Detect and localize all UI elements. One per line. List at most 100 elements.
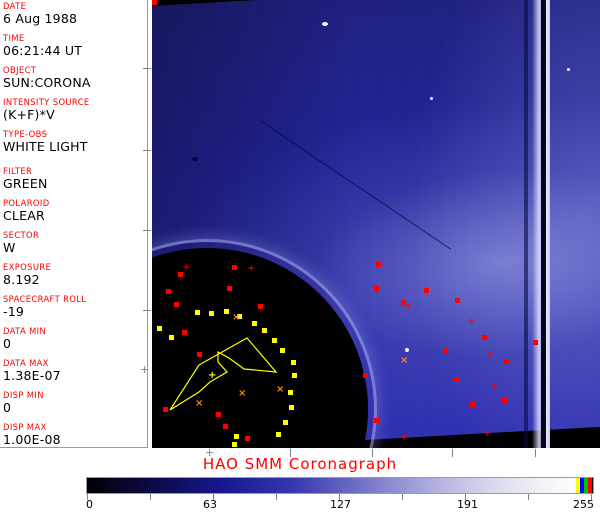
pylon-shadow — [541, 0, 546, 448]
field-value: (K+F)*V — [3, 107, 55, 122]
colorbar-label-63: 63 — [203, 498, 217, 511]
colorbar-labels: 0 63 127 191 255 — [0, 499, 600, 512]
marker-red — [245, 436, 250, 441]
field-value: W — [3, 240, 16, 255]
marker-red — [258, 304, 263, 309]
marker-yellow — [283, 420, 288, 425]
marker-cross: + — [182, 262, 191, 273]
marker-yellow — [157, 326, 162, 331]
marker-x: × — [276, 384, 285, 395]
colorbar[interactable] — [86, 477, 594, 494]
colorbar-label-191: 191 — [457, 498, 478, 511]
bright-point — [405, 348, 409, 352]
marker-red — [533, 340, 538, 345]
sidebar-divider — [147, 0, 148, 448]
red-mark — [588, 478, 592, 493]
marker-yellow — [252, 321, 257, 326]
colorbar-label-255: 255 — [573, 498, 594, 511]
marker-red — [443, 348, 448, 353]
colorbar-ticks — [86, 494, 594, 500]
marker-yellow — [291, 360, 296, 365]
field-label: FILTER — [3, 167, 33, 177]
metadata-sidebar: DATE 6 Aug 1988 TIME 06:21:44 UT OBJECT … — [0, 0, 152, 448]
field-disp-min: DISP MIN 0 — [3, 391, 151, 415]
marker-red — [363, 373, 368, 378]
marker-x: × — [400, 355, 409, 366]
field-spacecraft-roll: SPACECRAFT ROLL -19 — [3, 295, 151, 319]
marker-x: × — [195, 398, 204, 409]
colorbar-label-127: 127 — [330, 498, 351, 511]
sidebar-bottom-rule — [0, 447, 148, 448]
colorbar-tick — [150, 494, 151, 500]
colorbar-ramp — [87, 478, 576, 493]
axis-tick-bottom — [372, 449, 373, 457]
marker-yellow — [232, 442, 237, 447]
marker-red — [163, 407, 168, 412]
field-value: WHITE LIGHT — [3, 139, 88, 154]
field-type-obs: TYPE-OBS WHITE LIGHT — [3, 130, 151, 154]
marker-cross: + — [483, 428, 492, 439]
marker-x: × — [238, 388, 247, 399]
marker-red — [470, 402, 475, 407]
pylon-bright-edge — [546, 0, 550, 448]
field-exposure: EXPOSURE 8.192 — [3, 263, 151, 287]
marker-red — [232, 265, 237, 270]
field-label: SECTOR — [3, 231, 40, 241]
coronagraph-image-panel[interactable]: + — [152, 0, 600, 448]
field-value: SUN:CORONA — [3, 75, 91, 90]
bright-point — [567, 68, 570, 71]
axis-tick-bottom — [535, 449, 536, 457]
field-value: -19 — [3, 304, 25, 319]
bright-point — [430, 97, 433, 100]
marker-cross: + — [400, 432, 409, 443]
axis-tick-left — [143, 150, 151, 151]
marker-cross: + — [467, 316, 476, 327]
marker-yellow — [272, 338, 277, 343]
field-intensity-source: INTENSITY SOURCE (K+F)*V — [3, 98, 151, 122]
marker-x: × — [232, 312, 241, 323]
field-value: 8.192 — [3, 272, 40, 287]
marker-red — [374, 418, 379, 423]
field-disp-max: DISP MAX 1.00E-08 — [3, 423, 151, 447]
field-sector: SECTOR W — [3, 231, 151, 255]
marker-yellow — [209, 311, 214, 316]
field-label: EXPOSURE — [3, 263, 52, 273]
colorbar-tick — [276, 494, 277, 500]
marker-red — [182, 330, 187, 335]
instrument-caption: HAO SMM Coronagraph — [202, 455, 398, 473]
field-data-min: DATA MIN 0 — [3, 327, 151, 351]
marker-red — [401, 300, 406, 305]
colorbar-tick — [213, 494, 214, 500]
field-value: 06:21:44 UT — [3, 43, 83, 58]
yellow-mark — [576, 478, 580, 493]
axis-tick-left — [143, 310, 151, 311]
marker-red — [504, 359, 509, 364]
field-value: 6 Aug 1988 — [3, 11, 78, 26]
field-label: TYPE-OBS — [3, 130, 48, 140]
marker-red — [227, 286, 232, 291]
marker-red — [197, 352, 202, 357]
colorbar-tick — [87, 494, 88, 500]
axis-tick-bottom — [452, 449, 453, 457]
colorbar-tick — [339, 494, 340, 500]
marker-red — [216, 412, 221, 417]
colorbar-label-0: 0 — [86, 498, 93, 511]
marker-red — [502, 398, 507, 403]
axis-tick-left — [143, 68, 151, 69]
marker-red — [482, 335, 487, 340]
axis-origin-cross-bottom: + — [205, 446, 215, 459]
marker-yellow — [289, 405, 294, 410]
field-label: OBJECT — [3, 66, 37, 76]
field-date: DATE 6 Aug 1988 — [3, 2, 151, 26]
field-label: DATE — [3, 2, 27, 12]
field-time: TIME 06:21:44 UT — [3, 34, 151, 58]
marker-yellow — [292, 373, 297, 378]
marker-cross: + — [486, 350, 495, 361]
field-value: CLEAR — [3, 208, 45, 223]
field-label: DISP MIN — [3, 391, 44, 401]
field-value: GREEN — [3, 176, 48, 191]
marker-yellow — [195, 310, 200, 315]
marker-yellow — [169, 335, 174, 340]
polygon-center-cross: + — [208, 370, 217, 381]
axis-tick-bottom — [290, 449, 291, 457]
